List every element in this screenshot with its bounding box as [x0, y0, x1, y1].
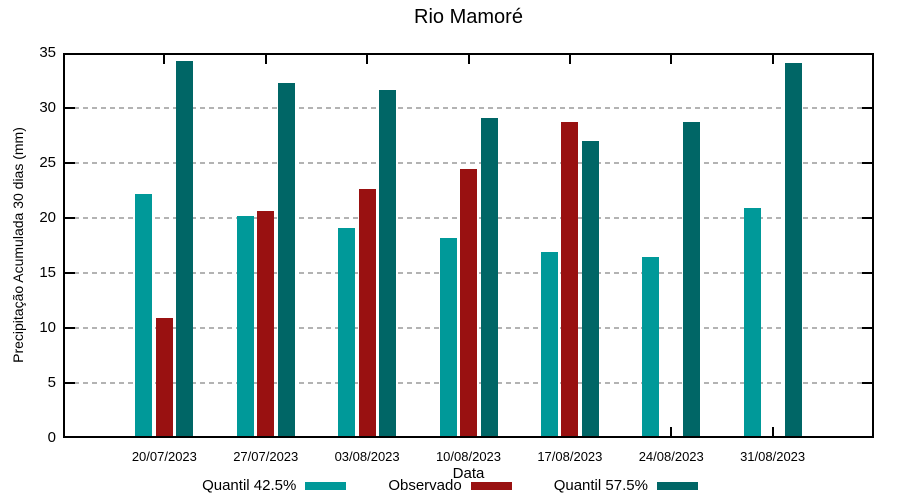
y-tick-label: 25 — [39, 154, 56, 171]
y-tick-label: 5 — [47, 374, 56, 391]
legend-item: Quantil 42.5% — [202, 477, 347, 494]
x-tick-mark — [568, 55, 571, 64]
x-axis-title: Data — [452, 465, 485, 482]
gridline — [65, 107, 872, 109]
y-tick-label: 10 — [39, 319, 56, 336]
chart-bar — [176, 60, 194, 436]
chart-bar — [581, 141, 599, 436]
y-tick-mark — [65, 107, 75, 109]
y-tick-mark — [862, 272, 872, 274]
legend-label: Quantil 57.5% — [553, 477, 648, 494]
chart-bar — [257, 211, 275, 436]
chart-bar — [439, 237, 457, 436]
y-tick-mark — [862, 382, 872, 384]
y-tick-mark — [862, 162, 872, 164]
x-tick-mark — [771, 427, 774, 436]
x-tick-mark — [670, 55, 673, 64]
y-tick-label: 30 — [39, 99, 56, 116]
chart-bar — [540, 252, 558, 436]
y-tick-mark — [862, 327, 872, 329]
chart-bar — [358, 189, 376, 436]
legend-label: Observado — [388, 477, 462, 494]
x-tick-mark — [264, 55, 267, 64]
x-tick-label: 31/08/2023 — [740, 449, 806, 464]
x-tick-label: 10/08/2023 — [435, 449, 502, 464]
chart-bar — [683, 122, 701, 436]
chart-bar — [743, 208, 761, 436]
legend-item: Observado — [388, 477, 512, 494]
y-tick-mark — [65, 162, 75, 164]
y-tick-label: 20 — [39, 209, 56, 226]
chart-bar — [460, 168, 477, 436]
x-tick-mark — [163, 55, 166, 64]
chart-bar — [277, 82, 295, 436]
x-tick-mark — [670, 427, 673, 436]
chart-bar — [236, 215, 254, 436]
legend-swatch — [305, 481, 347, 490]
x-tick-label: 24/08/2023 — [638, 449, 704, 464]
legend-swatch — [470, 481, 512, 490]
y-tick-mark — [65, 382, 75, 384]
x-tick-mark — [366, 55, 369, 64]
x-tick-label: 20/07/2023 — [131, 449, 197, 464]
y-tick-mark — [862, 107, 872, 109]
y-tick-mark — [65, 272, 75, 274]
chart-bar — [561, 122, 579, 436]
y-tick-mark — [65, 217, 75, 219]
legend-swatch — [656, 481, 698, 490]
plot-border — [63, 53, 874, 438]
y-tick-label: 35 — [39, 44, 56, 61]
x-tick-mark — [771, 55, 774, 64]
chart-bar — [135, 193, 153, 436]
chart-title: Rio Mamoré — [414, 6, 523, 28]
legend-label: Quantil 42.5% — [202, 477, 297, 494]
legend-item: Quantil 57.5% — [554, 477, 698, 494]
x-tick-label: 27/07/2023 — [233, 449, 299, 464]
y-tick-mark — [65, 327, 75, 329]
chart-bar — [784, 62, 802, 436]
y-tick-mark — [862, 217, 872, 219]
x-tick-mark — [467, 55, 470, 64]
chart-bar — [155, 318, 173, 436]
chart-bar — [480, 117, 498, 436]
chart-bar — [379, 90, 397, 436]
x-tick-label: 17/08/2023 — [537, 449, 603, 464]
chart-bar — [642, 256, 660, 436]
gridline — [65, 162, 872, 164]
y-tick-label: 15 — [39, 264, 56, 281]
chart-bar — [338, 227, 356, 436]
x-tick-label: 03/08/2023 — [334, 449, 400, 464]
chart-legend: Quantil 42.5% Observado Quantil 57.5% — [0, 477, 900, 494]
y-tick-label: 0 — [47, 429, 56, 446]
